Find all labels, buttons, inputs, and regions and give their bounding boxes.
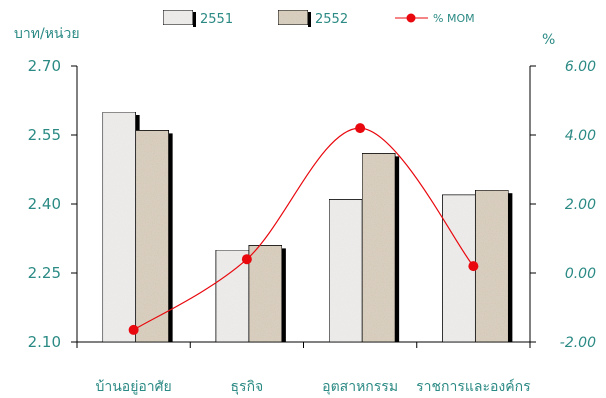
bars <box>102 111 513 343</box>
legend-swatch-2552-shadow <box>308 12 311 27</box>
mom-point <box>241 254 252 265</box>
legend-swatch-2552 <box>277 9 309 26</box>
right-axis-ticks: -2.00 0.00 2.00 4.00 6.00 <box>530 59 596 351</box>
left-tick-label: 2.25 <box>28 264 61 282</box>
legend-label-mom: % MOM <box>433 12 475 25</box>
left-tick-label: 2.40 <box>28 195 61 213</box>
mom-point <box>355 123 366 134</box>
bar-shadow <box>508 193 513 342</box>
left-tick-label: 2.70 <box>28 57 61 75</box>
legend-item-2551: 2551 <box>162 9 233 27</box>
category-label: บ้านอยู่อาศัย <box>95 379 171 395</box>
legend-item-mom: % MOM <box>395 12 475 25</box>
category-labels: บ้านอยู่อาศัย ธุรกิจ อุตสาหกรรม ราชการและอง… <box>95 378 531 395</box>
legend: 2551 2552 % MOM <box>162 9 475 27</box>
legend-swatch-2551-shadow <box>193 12 196 27</box>
category-label: อุตสาหกรรม <box>322 379 398 395</box>
mom-point <box>128 324 139 335</box>
legend-item-2552: 2552 <box>277 9 348 27</box>
right-tick-label: 4.00 <box>565 128 596 144</box>
legend-label-2552: 2552 <box>315 12 348 27</box>
bar-2552 <box>361 152 396 343</box>
legend-swatch-2551 <box>162 9 194 26</box>
right-tick-label: 2.00 <box>565 197 596 213</box>
bar-shadow <box>281 248 286 342</box>
mom-point <box>468 261 479 272</box>
right-tick-label: 0.00 <box>565 266 596 282</box>
bar-2552 <box>474 189 509 343</box>
bar-2551 <box>328 198 363 343</box>
right-tick-label: 6.00 <box>565 59 596 75</box>
right-axis-unit: % <box>542 32 555 48</box>
left-axis-unit: บาท/หน่วย <box>14 26 80 42</box>
bar-2552 <box>135 129 170 343</box>
left-axis-ticks: 2.10 2.25 2.40 2.55 2.70 <box>28 57 77 351</box>
legend-marker-mom <box>406 13 416 23</box>
left-tick-label: 2.10 <box>28 333 61 351</box>
bar-shadow <box>395 156 400 342</box>
left-tick-label: 2.55 <box>28 126 61 144</box>
mom-line-layer <box>128 123 479 335</box>
bar-shadow <box>168 133 173 342</box>
category-label: ราชการและองค์กร <box>416 378 531 395</box>
bar-2551 <box>102 111 137 343</box>
mom-line <box>133 127 474 331</box>
category-label: ธุรกิจ <box>231 379 264 395</box>
right-tick-label: -2.00 <box>560 335 596 351</box>
bar-2552 <box>248 244 283 343</box>
legend-label-2551: 2551 <box>200 12 233 27</box>
x-axis-ticks <box>76 342 531 348</box>
bar-2551 <box>215 249 250 343</box>
